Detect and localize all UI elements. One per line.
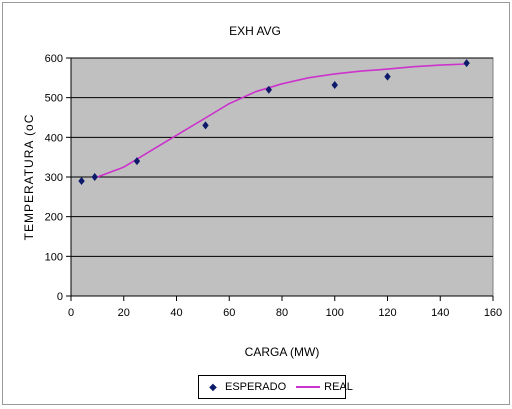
x-tick-label: 0	[68, 307, 74, 319]
y-tick-label: 100	[45, 251, 63, 263]
x-tick-label: 160	[484, 307, 502, 319]
tick-layer: 0 100 200 300 400 500 600 0 20 40 60 80 100 120 140 160	[45, 53, 503, 319]
chart-title: EXH AVG	[229, 24, 281, 38]
legend-item-real: REAL	[286, 381, 353, 393]
x-tick-label: 100	[326, 307, 344, 319]
legend: ◆ ESPERADO REAL	[198, 375, 353, 399]
grid-layer	[71, 57, 493, 257]
x-tick-label: 140	[431, 307, 449, 319]
data-point-esperado	[91, 173, 98, 181]
x-axis-label: CARGA (MW)	[245, 345, 320, 359]
y-axis-label: TEMPERATURA (oC	[22, 114, 36, 241]
y-tick-label: 0	[57, 291, 63, 303]
data-point-esperado	[265, 85, 273, 94]
data-point-esperado	[78, 176, 85, 185]
line-marker-icon	[296, 386, 321, 388]
y-tick-label: 300	[45, 172, 63, 184]
data-point-esperado	[384, 72, 391, 81]
x-tick-label: 80	[276, 307, 288, 319]
diamond-marker-icon: ◆	[209, 381, 217, 393]
y-tick-label: 200	[45, 212, 63, 224]
x-tick-label: 40	[170, 307, 182, 319]
legend-label-esperado: ESPERADO	[225, 381, 287, 393]
chart-frame: EXH AVG 0 100 200 300 400 500 600 0 20 40 60 80 100 1…	[2, 2, 510, 405]
data-point-esperado	[133, 157, 141, 166]
x-tick-label: 60	[223, 307, 235, 319]
data-point-esperado	[463, 59, 470, 68]
y-tick-label: 400	[45, 132, 63, 144]
series-layer	[78, 59, 470, 185]
chart-svg: EXH AVG 0 100 200 300 400 500 600 0 20 40 60 80 100 1…	[22, 24, 503, 359]
y-tick-label: 500	[45, 93, 63, 105]
series-line-real	[97, 63, 467, 178]
legend-label-real: REAL	[324, 381, 353, 393]
data-point-esperado	[202, 121, 209, 130]
y-tick-label: 600	[45, 53, 63, 65]
x-tick-label: 20	[118, 307, 130, 319]
x-tick-label: 120	[378, 307, 396, 319]
legend-item-esperado: ◆ ESPERADO	[199, 381, 286, 393]
data-point-esperado	[331, 80, 338, 89]
